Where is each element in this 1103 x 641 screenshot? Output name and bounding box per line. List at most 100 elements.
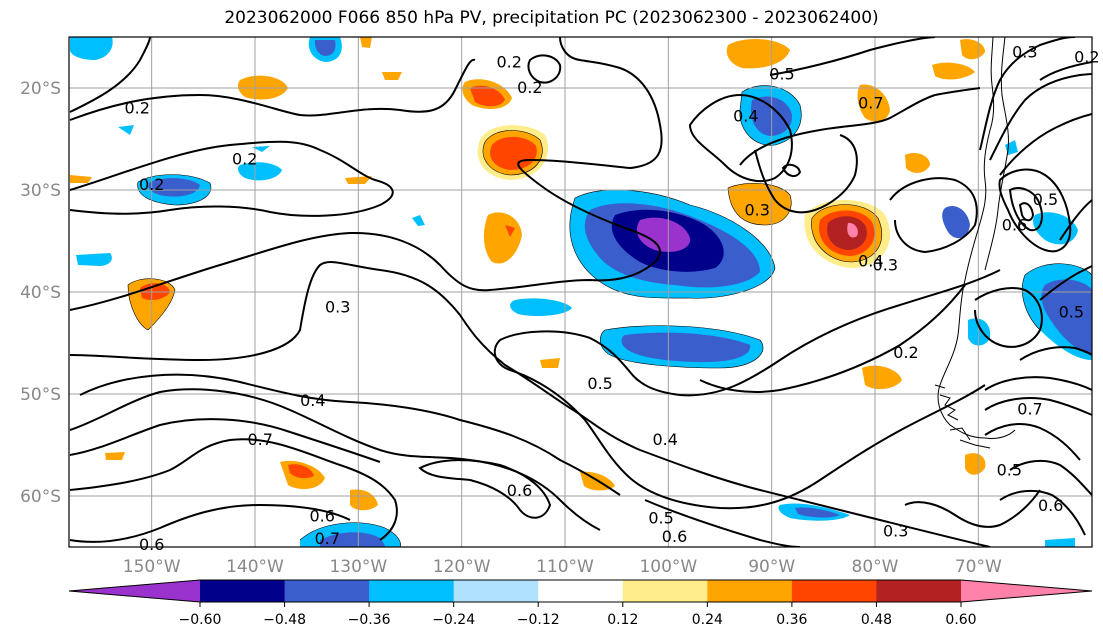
latitude-ticks: 20°S 30°S 40°S 50°S 60°S — [20, 79, 61, 507]
colorbar-tick-label: 0.12 — [607, 612, 638, 628]
svg-text:0.2: 0.2 — [1074, 47, 1099, 66]
svg-text:0.6: 0.6 — [1038, 496, 1063, 515]
svg-text:0.4: 0.4 — [733, 107, 758, 126]
svg-text:0.2: 0.2 — [124, 98, 149, 117]
neg-band-45s-inner — [621, 332, 751, 362]
pos-81w-49s — [862, 365, 902, 390]
svg-text:0.3: 0.3 — [1012, 42, 1037, 61]
contour-label: 0.5 — [648, 508, 673, 527]
lon-tick-label: 90°W — [748, 557, 795, 577]
pos-119w-20s-c — [470, 85, 505, 107]
neg-small-111w — [510, 298, 572, 316]
neg-small-140w — [252, 146, 270, 152]
svg-text:0.7: 0.7 — [247, 430, 272, 449]
svg-text:0.3: 0.3 — [873, 255, 898, 274]
colorbar-segment — [200, 580, 286, 602]
contour-label: 0.2 — [496, 53, 521, 72]
svg-text:0.4: 0.4 — [300, 391, 325, 410]
pos-83w-35s-d — [827, 216, 867, 250]
lon-tick-label: 150°W — [123, 557, 181, 577]
svg-text:0.2: 0.2 — [232, 149, 257, 168]
svg-text:0.6: 0.6 — [662, 527, 687, 546]
contour-label: 0.2 — [139, 175, 164, 194]
colorbar-extend-min — [69, 580, 200, 602]
longitude-ticks: 150°W 140°W 130°W 120°W 110°W 100°W 90°W 80°W 70… — [123, 557, 1002, 577]
svg-text:0.5: 0.5 — [769, 65, 794, 84]
pos-90w-16s — [726, 38, 790, 69]
neg-small-124w — [412, 215, 425, 226]
pos-120w-35s-c — [505, 225, 515, 237]
contour-label: 0.4 — [858, 251, 883, 270]
contour-label: 0.7 — [247, 430, 272, 449]
contour-label: 0.2 — [893, 343, 918, 362]
svg-text:0.4: 0.4 — [653, 430, 678, 449]
contour-label: 0.7 — [858, 93, 883, 112]
contour-label: 0.3 — [325, 297, 350, 316]
neg-bottom-130w-core — [320, 532, 385, 547]
pos-122w-40s-small — [540, 358, 560, 368]
contour-label: 0.5 — [587, 374, 612, 393]
contour-label: 0.4 — [653, 430, 678, 449]
svg-text:0.6: 0.6 — [1002, 216, 1027, 235]
contour-label: 0.6 — [139, 535, 164, 554]
contour-label: 0.6 — [507, 481, 532, 500]
contour-label: 0.5 — [997, 461, 1022, 480]
contour-label: 0.7 — [315, 529, 340, 548]
pos-133w-57s-c — [288, 464, 314, 479]
colorbar-tick-label: 0.48 — [861, 612, 892, 628]
svg-text:0.6: 0.6 — [507, 481, 532, 500]
contour-label: 0.4 — [300, 391, 325, 410]
pos-78w-27s — [905, 153, 930, 173]
neg-150w-30s-core — [148, 178, 200, 197]
colorbar-segment — [622, 580, 708, 602]
lat-tick-label: 40°S — [20, 283, 61, 303]
contour-label: 0.5 — [769, 65, 794, 84]
colorbar-extend-max — [961, 580, 1092, 602]
lon-tick-label: 120°W — [433, 557, 491, 577]
coastline — [934, 37, 1016, 449]
contour-label: 0.3 — [873, 255, 898, 274]
lat-tick-label: 30°S — [20, 181, 61, 201]
shading-outlines — [127, 85, 1092, 547]
svg-text:0.5: 0.5 — [997, 461, 1022, 480]
neg-small-60s-core — [795, 507, 840, 518]
contour-label: 0.3 — [1012, 42, 1037, 61]
colorbar-segment — [876, 580, 962, 602]
contour-label: 0.3 — [883, 522, 908, 541]
contour-label: 0.2 — [517, 78, 542, 97]
svg-text:0.3: 0.3 — [883, 522, 908, 541]
map-title: 2023062000 F066 850 hPa PV, precipitatio… — [224, 8, 879, 28]
contour-label: 0.3 — [744, 200, 769, 219]
colorbar-tick-label: 0.36 — [776, 612, 807, 628]
pos-77w-17s — [932, 62, 975, 80]
neg-small-70w — [942, 205, 970, 239]
pos-120w-35s — [483, 212, 522, 264]
contour-label: 0.2 — [232, 149, 257, 168]
lon-tick-label: 110°W — [536, 557, 594, 577]
svg-text:0.6: 0.6 — [139, 535, 164, 554]
colorbar-tick-label: −0.36 — [348, 612, 391, 628]
lon-tick-label: 130°W — [329, 557, 387, 577]
colorbar-segment — [538, 580, 624, 602]
neg-anomaly-66w-core — [1041, 279, 1092, 355]
colorbar-segment — [453, 580, 539, 602]
colorbar: −0.60 −0.48 −0.36 −0.24 −0.12 0.12 0.24 0.36 0.4… — [68, 579, 1093, 628]
contour-label: 0.6 — [309, 506, 334, 525]
svg-text:0.5: 0.5 — [587, 374, 612, 393]
contour-label: 0.6 — [1002, 216, 1027, 235]
colorbar-tick-label: −0.24 — [432, 612, 475, 628]
pos-130w-61s — [350, 489, 378, 511]
lon-tick-label: 100°W — [639, 557, 697, 577]
svg-text:0.2: 0.2 — [139, 175, 164, 194]
precip-shading — [70, 37, 1092, 547]
lon-tick-label: 80°W — [852, 557, 899, 577]
colorbar-segment — [369, 580, 455, 602]
svg-text:0.2: 0.2 — [893, 343, 918, 362]
colorbar-tick-label: 0.60 — [945, 612, 976, 628]
pos-71w-57s — [965, 453, 986, 475]
pos-81w-21s — [857, 84, 890, 122]
neg-anomaly-core — [636, 217, 691, 252]
neg-top-135w-core — [314, 40, 336, 56]
contour-label: 0.2 — [124, 98, 149, 117]
